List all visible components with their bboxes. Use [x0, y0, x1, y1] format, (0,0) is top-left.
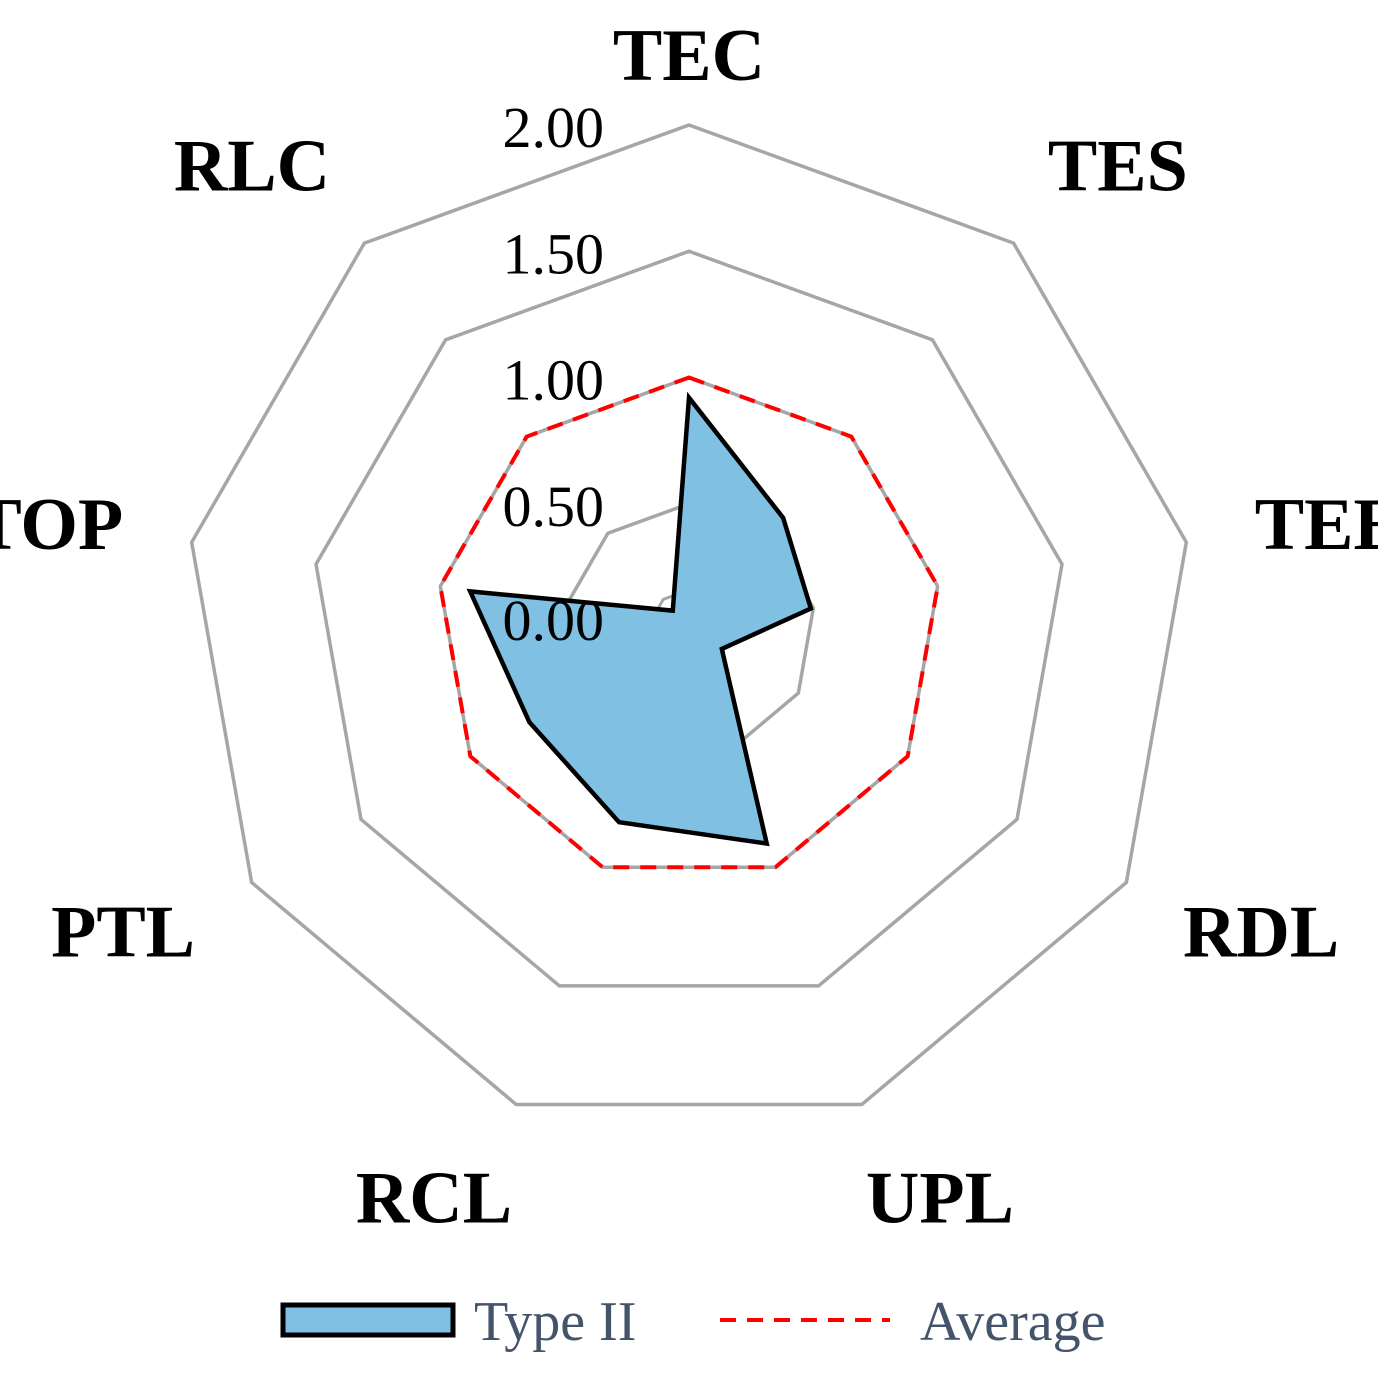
grid-ring-2: [189, 123, 1189, 1107]
axis-label-tee: TEE: [1255, 484, 1378, 566]
axis-labels: TEC TES TEE RDL UPL RCL PTL TOP RLC: [0, 15, 1378, 1240]
tick-label-1-00: 1.00: [503, 348, 605, 413]
tick-label-0-50: 0.50: [503, 474, 605, 539]
series-layer: [438, 375, 940, 870]
axis-label-rlc: RLC: [174, 126, 330, 208]
axis-label-rcl: RCL: [356, 1158, 512, 1240]
axis-label-top: TOP: [0, 484, 123, 566]
tick-label-0-00: 0.00: [503, 588, 605, 653]
grid-ring-1-5: [314, 249, 1064, 988]
tick-label-2-00: 2.00: [503, 95, 605, 160]
tick-labels: 0.00 0.50 1.00 1.50 2.00: [503, 95, 605, 653]
axis-label-ptl: PTL: [51, 892, 195, 974]
legend: Type II Average: [280, 1291, 1106, 1353]
legend-swatch-type-ii: [280, 1302, 456, 1338]
legend-label-type-ii: Type II: [474, 1291, 636, 1353]
legend-label-average: Average: [920, 1291, 1106, 1353]
axis-label-upl: UPL: [866, 1158, 1014, 1240]
axis-label-rdl: RDL: [1183, 892, 1339, 974]
tick-label-1-50: 1.50: [503, 221, 605, 286]
axis-label-tec: TEC: [613, 15, 765, 97]
grid-ring-1: [438, 375, 940, 870]
axis-label-tes: TES: [1048, 126, 1188, 208]
series-type-ii: [466, 391, 814, 847]
